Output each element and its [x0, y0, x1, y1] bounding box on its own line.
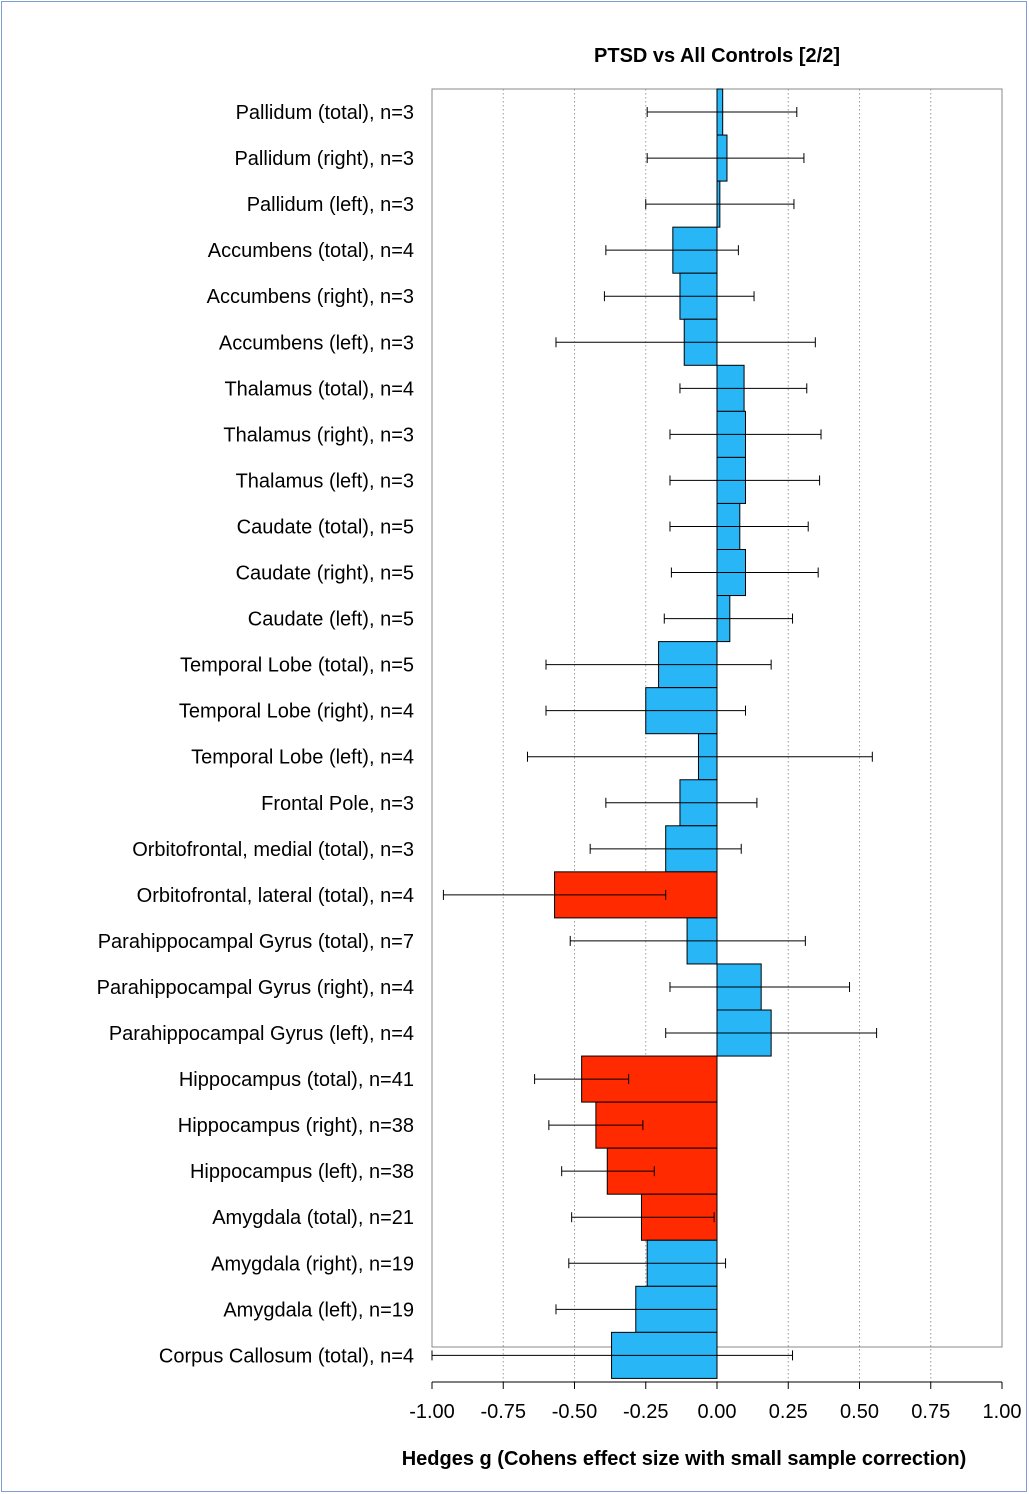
category-label: Parahippocampal Gyrus (left), n=4 [109, 1023, 414, 1045]
category-labels: Pallidum (total), n=3 Pallidum (right), n… [97, 102, 414, 1367]
x-tick-label: 0.50 [840, 1401, 879, 1423]
category-label: Accumbens (left), n=3 [219, 332, 414, 354]
x-tick-label: -1.00 [409, 1401, 455, 1423]
x-ticks: -1.00 -0.75 -0.50 -0.25 0.00 0.25 0.50 0.75 1.00 [409, 1382, 1021, 1423]
category-label: Accumbens (right), n=3 [207, 286, 414, 308]
chart-title: PTSD vs All Controls [2/2] [594, 45, 840, 67]
category-label: Temporal Lobe (total), n=5 [180, 655, 414, 677]
bars [554, 88, 772, 1379]
x-tick-label: 0.75 [911, 1401, 950, 1423]
category-label: Frontal Pole, n=3 [261, 793, 414, 815]
category-label: Pallidum (left), n=3 [247, 194, 414, 216]
category-label: Amygdala (left), n=19 [223, 1299, 414, 1321]
category-label: Hippocampus (left), n=38 [190, 1161, 414, 1183]
x-tick-label: 1.00 [983, 1401, 1022, 1423]
x-tick-label: -0.25 [623, 1401, 669, 1423]
category-label: Caudate (left), n=5 [248, 609, 414, 631]
category-label: Accumbens (total), n=4 [208, 240, 414, 262]
category-label: Caudate (right), n=5 [236, 563, 414, 585]
x-tick-label: 0.25 [769, 1401, 808, 1423]
category-label: Parahippocampal Gyrus (right), n=4 [97, 977, 414, 999]
x-axis-label: Hedges g (Cohens effect size with small … [402, 1448, 967, 1470]
category-label: Temporal Lobe (right), n=4 [179, 701, 414, 723]
category-label: Parahippocampal Gyrus (total), n=7 [98, 931, 414, 953]
category-label: Pallidum (total), n=3 [236, 102, 414, 124]
category-label: Thalamus (right), n=3 [223, 424, 414, 446]
error-bars [431, 107, 878, 1361]
x-tick-label: -0.50 [552, 1401, 598, 1423]
category-label: Thalamus (left), n=3 [236, 470, 414, 492]
category-label: Temporal Lobe (left), n=4 [191, 747, 414, 769]
category-label: Orbitofrontal, medial (total), n=3 [132, 839, 414, 861]
category-label: Amygdala (right), n=19 [211, 1253, 414, 1275]
category-label: Hippocampus (right), n=38 [178, 1115, 414, 1137]
category-label: Pallidum (right), n=3 [234, 148, 414, 170]
category-label: Corpus Callosum (total), n=4 [159, 1345, 414, 1367]
category-label: Thalamus (total), n=4 [224, 378, 414, 400]
x-tick-label: -0.75 [480, 1401, 526, 1423]
x-tick-label: 0.00 [698, 1401, 737, 1423]
category-label: Amygdala (total), n=21 [212, 1207, 414, 1229]
category-label: Caudate (total), n=5 [237, 516, 414, 538]
category-label: Orbitofrontal, lateral (total), n=4 [137, 885, 414, 907]
category-label: Hippocampus (total), n=41 [179, 1069, 414, 1091]
